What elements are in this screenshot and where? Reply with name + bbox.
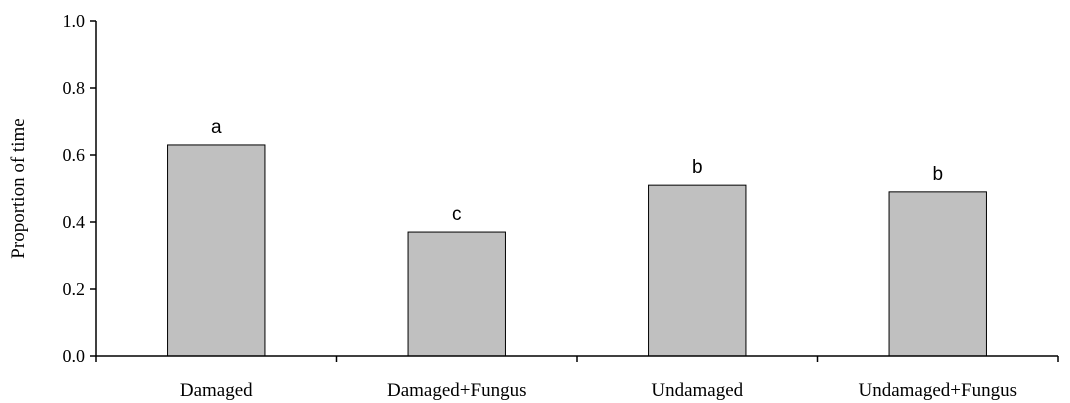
y-tick-label: 0.4 (63, 212, 86, 232)
bar-undamaged-fungus (888, 191, 987, 357)
y-tick-label: 0.6 (63, 145, 86, 165)
x-category-label: Damaged+Fungus (387, 380, 526, 401)
significance-letter: b (692, 157, 703, 178)
y-axis-title: Proportion of time (8, 118, 29, 258)
significance-letter: c (452, 204, 462, 225)
bars (167, 144, 987, 357)
x-category-label: Undamaged+Fungus (859, 380, 1017, 401)
y-axis-ticks: 0.0 0.2 0.4 0.6 0.8 1.0 (63, 11, 96, 366)
x-category-label: Undamaged (651, 380, 743, 401)
significance-letters: a c b b (211, 117, 943, 225)
bar-damaged (167, 144, 266, 357)
x-category-label: Damaged (180, 380, 253, 401)
y-tick-label: 0.8 (63, 78, 86, 98)
y-tick-label: 0.0 (63, 346, 86, 366)
bar-undamaged (648, 184, 747, 357)
category-labels: Damaged Damaged+Fungus Undamaged Undamaged+… (180, 380, 1017, 401)
y-tick-label: 1.0 (63, 11, 86, 31)
significance-letter: a (211, 117, 222, 138)
bar-damaged-fungus (407, 231, 506, 357)
x-axis-ticks (95, 356, 1059, 362)
y-tick-label: 0.2 (63, 279, 86, 299)
significance-letter: b (932, 164, 943, 185)
